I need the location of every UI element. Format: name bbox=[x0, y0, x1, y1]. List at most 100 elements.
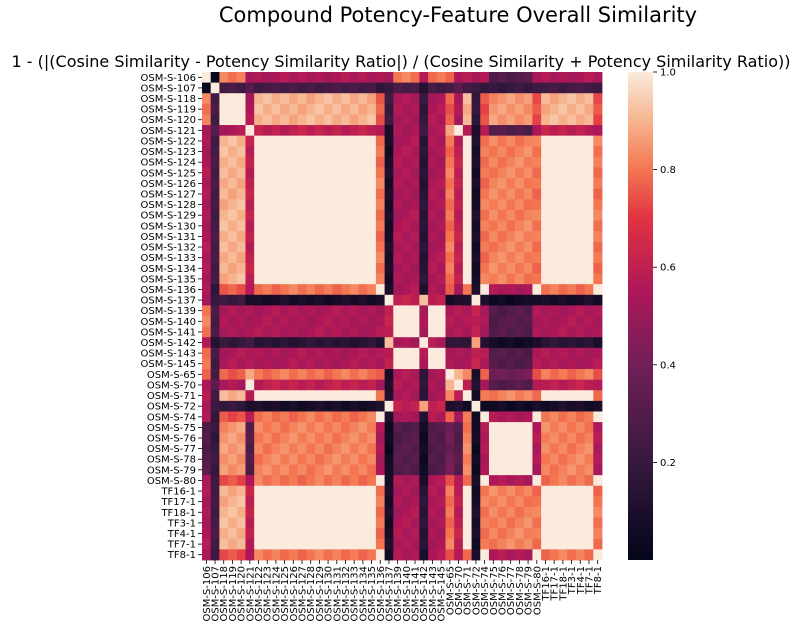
heatmap-cell bbox=[306, 326, 316, 338]
heatmap-cell bbox=[219, 188, 229, 200]
heatmap-cell bbox=[567, 496, 577, 508]
heatmap-cell bbox=[236, 252, 246, 264]
heatmap-cell bbox=[341, 411, 351, 423]
heatmap-cell bbox=[402, 337, 412, 349]
heatmap-cell bbox=[349, 379, 359, 391]
heatmap-cell bbox=[254, 326, 264, 338]
heatmap-cell bbox=[436, 453, 446, 465]
heatmap-cell bbox=[254, 379, 264, 391]
heatmap-cell bbox=[358, 156, 368, 168]
heatmap-cell bbox=[454, 220, 464, 232]
heatmap-cell bbox=[358, 475, 368, 487]
heatmap-cell bbox=[358, 422, 368, 434]
heatmap-cell bbox=[358, 146, 368, 158]
heatmap-cell bbox=[593, 390, 603, 402]
heatmap-cell bbox=[428, 252, 438, 264]
heatmap-cell bbox=[454, 146, 464, 158]
heatmap-cell bbox=[471, 506, 481, 518]
heatmap-cell bbox=[254, 517, 264, 529]
heatmap-cell bbox=[471, 369, 481, 381]
heatmap-cell bbox=[384, 390, 394, 402]
heatmap-cell bbox=[332, 156, 342, 168]
heatmap-cell bbox=[497, 93, 507, 105]
heatmap-cell bbox=[480, 347, 490, 359]
heatmap-cell bbox=[549, 305, 559, 317]
heatmap-cell bbox=[210, 209, 220, 221]
heatmap-cell bbox=[567, 231, 577, 243]
heatmap-cell bbox=[436, 156, 446, 168]
heatmap-cell bbox=[341, 241, 351, 253]
heatmap-cell bbox=[445, 103, 455, 115]
heatmap-cell bbox=[236, 316, 246, 328]
heatmap-cell bbox=[358, 114, 368, 126]
heatmap-cell bbox=[532, 485, 542, 497]
heatmap-cell bbox=[306, 422, 316, 434]
heatmap-cell bbox=[541, 72, 551, 84]
heatmap-cell bbox=[219, 241, 229, 253]
heatmap-cell bbox=[280, 400, 290, 412]
heatmap-cell bbox=[428, 305, 438, 317]
heatmap-cell bbox=[280, 188, 290, 200]
heatmap-cell bbox=[393, 188, 403, 200]
heatmap-cell bbox=[332, 453, 342, 465]
heatmap-cell bbox=[549, 475, 559, 487]
heatmap-cell bbox=[506, 443, 516, 455]
heatmap-cell bbox=[323, 114, 333, 126]
heatmap-cell bbox=[297, 453, 307, 465]
heatmap-cell bbox=[549, 231, 559, 243]
heatmap-cell bbox=[515, 294, 525, 306]
heatmap-cell bbox=[593, 294, 603, 306]
heatmap-cell bbox=[341, 209, 351, 221]
heatmap-cell bbox=[332, 506, 342, 518]
heatmap-cell bbox=[210, 262, 220, 274]
heatmap-cell bbox=[332, 252, 342, 264]
heatmap-cell bbox=[384, 326, 394, 338]
x-tick-label: OSM-S-120 bbox=[237, 566, 248, 622]
heatmap-cell bbox=[349, 220, 359, 232]
heatmap-cell bbox=[497, 506, 507, 518]
heatmap-cell bbox=[454, 305, 464, 317]
heatmap-cell bbox=[315, 252, 325, 264]
heatmap-cell bbox=[236, 422, 246, 434]
heatmap-cell bbox=[271, 528, 281, 540]
heatmap-cell bbox=[584, 475, 594, 487]
heatmap-cell bbox=[358, 453, 368, 465]
heatmap-cell bbox=[271, 135, 281, 147]
heatmap-cell bbox=[532, 358, 542, 370]
heatmap-cell bbox=[471, 422, 481, 434]
heatmap-cell bbox=[402, 284, 412, 296]
heatmap-cell bbox=[393, 231, 403, 243]
heatmap-cell bbox=[428, 496, 438, 508]
heatmap-cell bbox=[210, 103, 220, 115]
heatmap-cell bbox=[236, 305, 246, 317]
heatmap-cell bbox=[471, 538, 481, 550]
heatmap-cell bbox=[436, 506, 446, 518]
heatmap-cell bbox=[497, 294, 507, 306]
heatmap-cell bbox=[419, 156, 429, 168]
heatmap-cell bbox=[384, 114, 394, 126]
heatmap-cell bbox=[315, 475, 325, 487]
heatmap-cell bbox=[349, 72, 359, 84]
heatmap-cell bbox=[497, 273, 507, 285]
heatmap-cell bbox=[419, 241, 429, 253]
heatmap-cell bbox=[219, 72, 229, 84]
heatmap-cell bbox=[297, 156, 307, 168]
heatmap-cell bbox=[210, 305, 220, 317]
heatmap-cell bbox=[393, 453, 403, 465]
heatmap-cell bbox=[584, 167, 594, 179]
heatmap-cell bbox=[332, 528, 342, 540]
heatmap-cell bbox=[419, 422, 429, 434]
heatmap-cell bbox=[575, 135, 586, 147]
heatmap-cell bbox=[236, 485, 246, 497]
heatmap-cell bbox=[445, 400, 455, 412]
heatmap-cell bbox=[349, 241, 359, 253]
heatmap-cell bbox=[332, 316, 342, 328]
heatmap-cell bbox=[323, 379, 333, 391]
heatmap-cell bbox=[471, 103, 481, 115]
heatmap-cell bbox=[471, 114, 481, 126]
heatmap-cell bbox=[402, 496, 412, 508]
heatmap-cell bbox=[236, 347, 246, 359]
heatmap-cell bbox=[332, 379, 342, 391]
heatmap-cell bbox=[567, 443, 577, 455]
heatmap-cell bbox=[297, 347, 307, 359]
